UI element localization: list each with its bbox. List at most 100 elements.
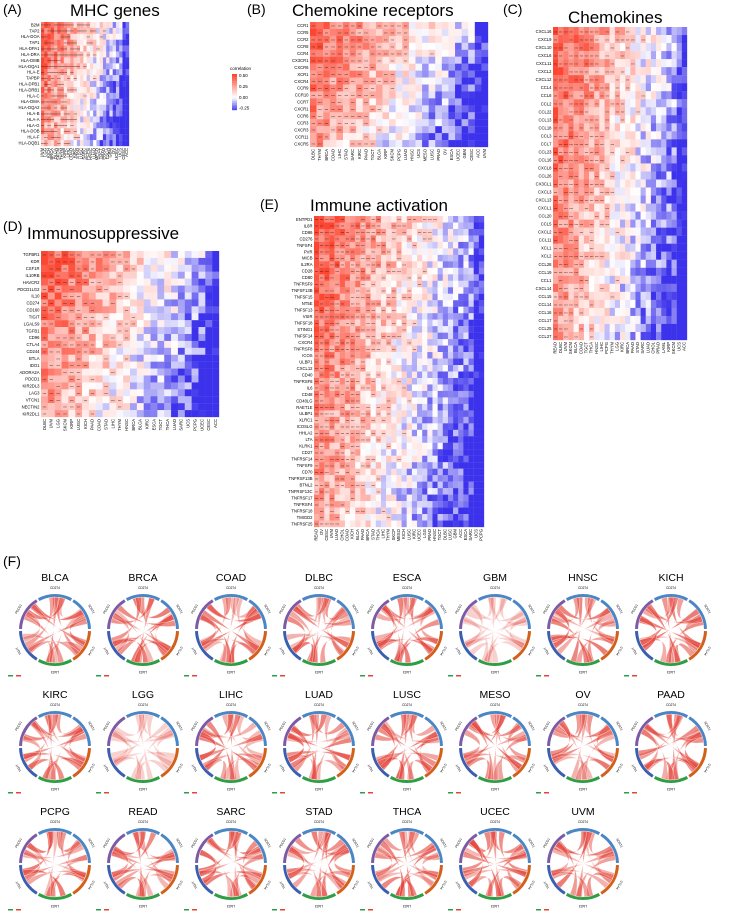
significance-mark: *** (80, 53, 84, 57)
heatmap-cell (461, 126, 469, 134)
heatmap-cell (171, 306, 179, 314)
heatmap-cell (432, 300, 438, 307)
heatmap-cell (380, 267, 387, 275)
significance-mark: *** (41, 77, 45, 81)
heatmap-cell (640, 27, 646, 36)
significance-mark: *** (57, 53, 61, 57)
heatmap-cell (324, 300, 330, 307)
heatmap-cell (558, 59, 564, 68)
significance-mark: *** (91, 343, 95, 347)
heatmap-cell (402, 119, 410, 127)
significance-mark: *** (77, 364, 81, 368)
heatmap-column-label: KIRC (357, 149, 362, 159)
heatmap-cell (402, 63, 410, 71)
heatmap-cell (395, 105, 403, 113)
heatmap-cell (73, 57, 77, 64)
heatmap-cell (671, 211, 677, 220)
significance-mark: *** (43, 378, 47, 382)
heatmap-cell (386, 319, 392, 327)
heatmap-cell (640, 195, 646, 204)
heatmap-cell (63, 33, 68, 40)
heatmap-cell (422, 280, 428, 288)
heatmap-cell (671, 51, 677, 60)
heatmap-cell (578, 163, 585, 172)
heatmap-cell (102, 306, 110, 314)
heatmap-cell (422, 345, 428, 353)
heatmap-cell (640, 227, 646, 236)
heatmap-cell (112, 22, 117, 29)
heatmap-cell (432, 293, 438, 301)
heatmap-cell (428, 140, 436, 148)
heatmap-column-label: BRCA (49, 148, 54, 160)
heatmap-cell (150, 368, 158, 376)
heatmap-cell (356, 91, 363, 99)
heatmap-cell (75, 292, 83, 300)
heatmap-cell (130, 340, 137, 348)
significance-mark: *** (77, 392, 81, 396)
heatmap-cell (573, 107, 579, 116)
heatmap-cell (184, 271, 192, 279)
heatmap-cell (83, 122, 87, 129)
heatmap-cell (609, 75, 615, 84)
heatmap-cell (478, 306, 485, 314)
heatmap-cell (563, 195, 569, 204)
heatmap-cell (336, 133, 344, 141)
heatmap-cell (625, 211, 631, 220)
significance-mark: *** (605, 111, 609, 115)
heatmap-cell (432, 365, 438, 372)
significance-mark: *** (50, 364, 54, 368)
heatmap-cell (396, 384, 402, 392)
heatmap-cell (402, 140, 410, 148)
heatmap-cell (609, 331, 615, 341)
heatmap-cell (558, 43, 564, 52)
heatmap-cell (408, 42, 416, 50)
heatmap-cell (54, 45, 58, 52)
heatmap-cell (109, 86, 113, 93)
heatmap-cell (73, 134, 77, 141)
heatmap-cell (558, 307, 564, 317)
heatmap-cell (448, 22, 456, 30)
heatmap-cell (614, 147, 621, 156)
heatmap-cell (599, 179, 605, 188)
heatmap-column-label: KICH (83, 419, 88, 429)
significance-mark: *** (564, 135, 568, 139)
heatmap-cell (473, 384, 479, 392)
heatmap-cell (553, 235, 559, 244)
heatmap-cell (93, 81, 97, 88)
heatmap-cell (68, 403, 76, 411)
heatmap-cell (360, 319, 366, 327)
heatmap-cell (109, 116, 113, 123)
significance-mark: *** (325, 32, 329, 36)
significance-mark: *** (43, 323, 47, 327)
heatmap-cell (370, 358, 376, 366)
heatmap-cell (620, 323, 626, 333)
heatmap-cell (614, 67, 621, 76)
heatmap-cell (44, 51, 48, 58)
heatmap-cell (375, 91, 383, 99)
heatmap-cell (102, 116, 107, 123)
heatmap-cell (415, 105, 423, 113)
heatmap-cell (671, 323, 677, 333)
heatmap-cell (89, 27, 94, 34)
heatmap-cell (112, 110, 117, 117)
heatmap-cell (54, 251, 62, 259)
heatmap-cell (468, 222, 474, 230)
heatmap-cell (386, 306, 392, 314)
heatmap-cell (604, 219, 610, 228)
heatmap-cell (432, 403, 438, 411)
heatmap-cell (478, 222, 485, 230)
heatmap-cell (198, 313, 206, 321)
heatmap-column-label: LIHC (110, 419, 115, 429)
heatmap-cell (583, 171, 590, 180)
significance-mark: *** (564, 159, 568, 163)
significance-mark: *** (345, 25, 349, 29)
heatmap-cell (453, 397, 459, 405)
heatmap-cell (60, 104, 64, 111)
heatmap-cell (461, 63, 469, 71)
heatmap-cell (463, 319, 469, 327)
heatmap-cell (474, 112, 482, 120)
heatmap-cell (481, 77, 489, 85)
heatmap-cell (453, 235, 459, 243)
heatmap-cell (123, 410, 131, 418)
heatmap-cell (143, 285, 151, 293)
